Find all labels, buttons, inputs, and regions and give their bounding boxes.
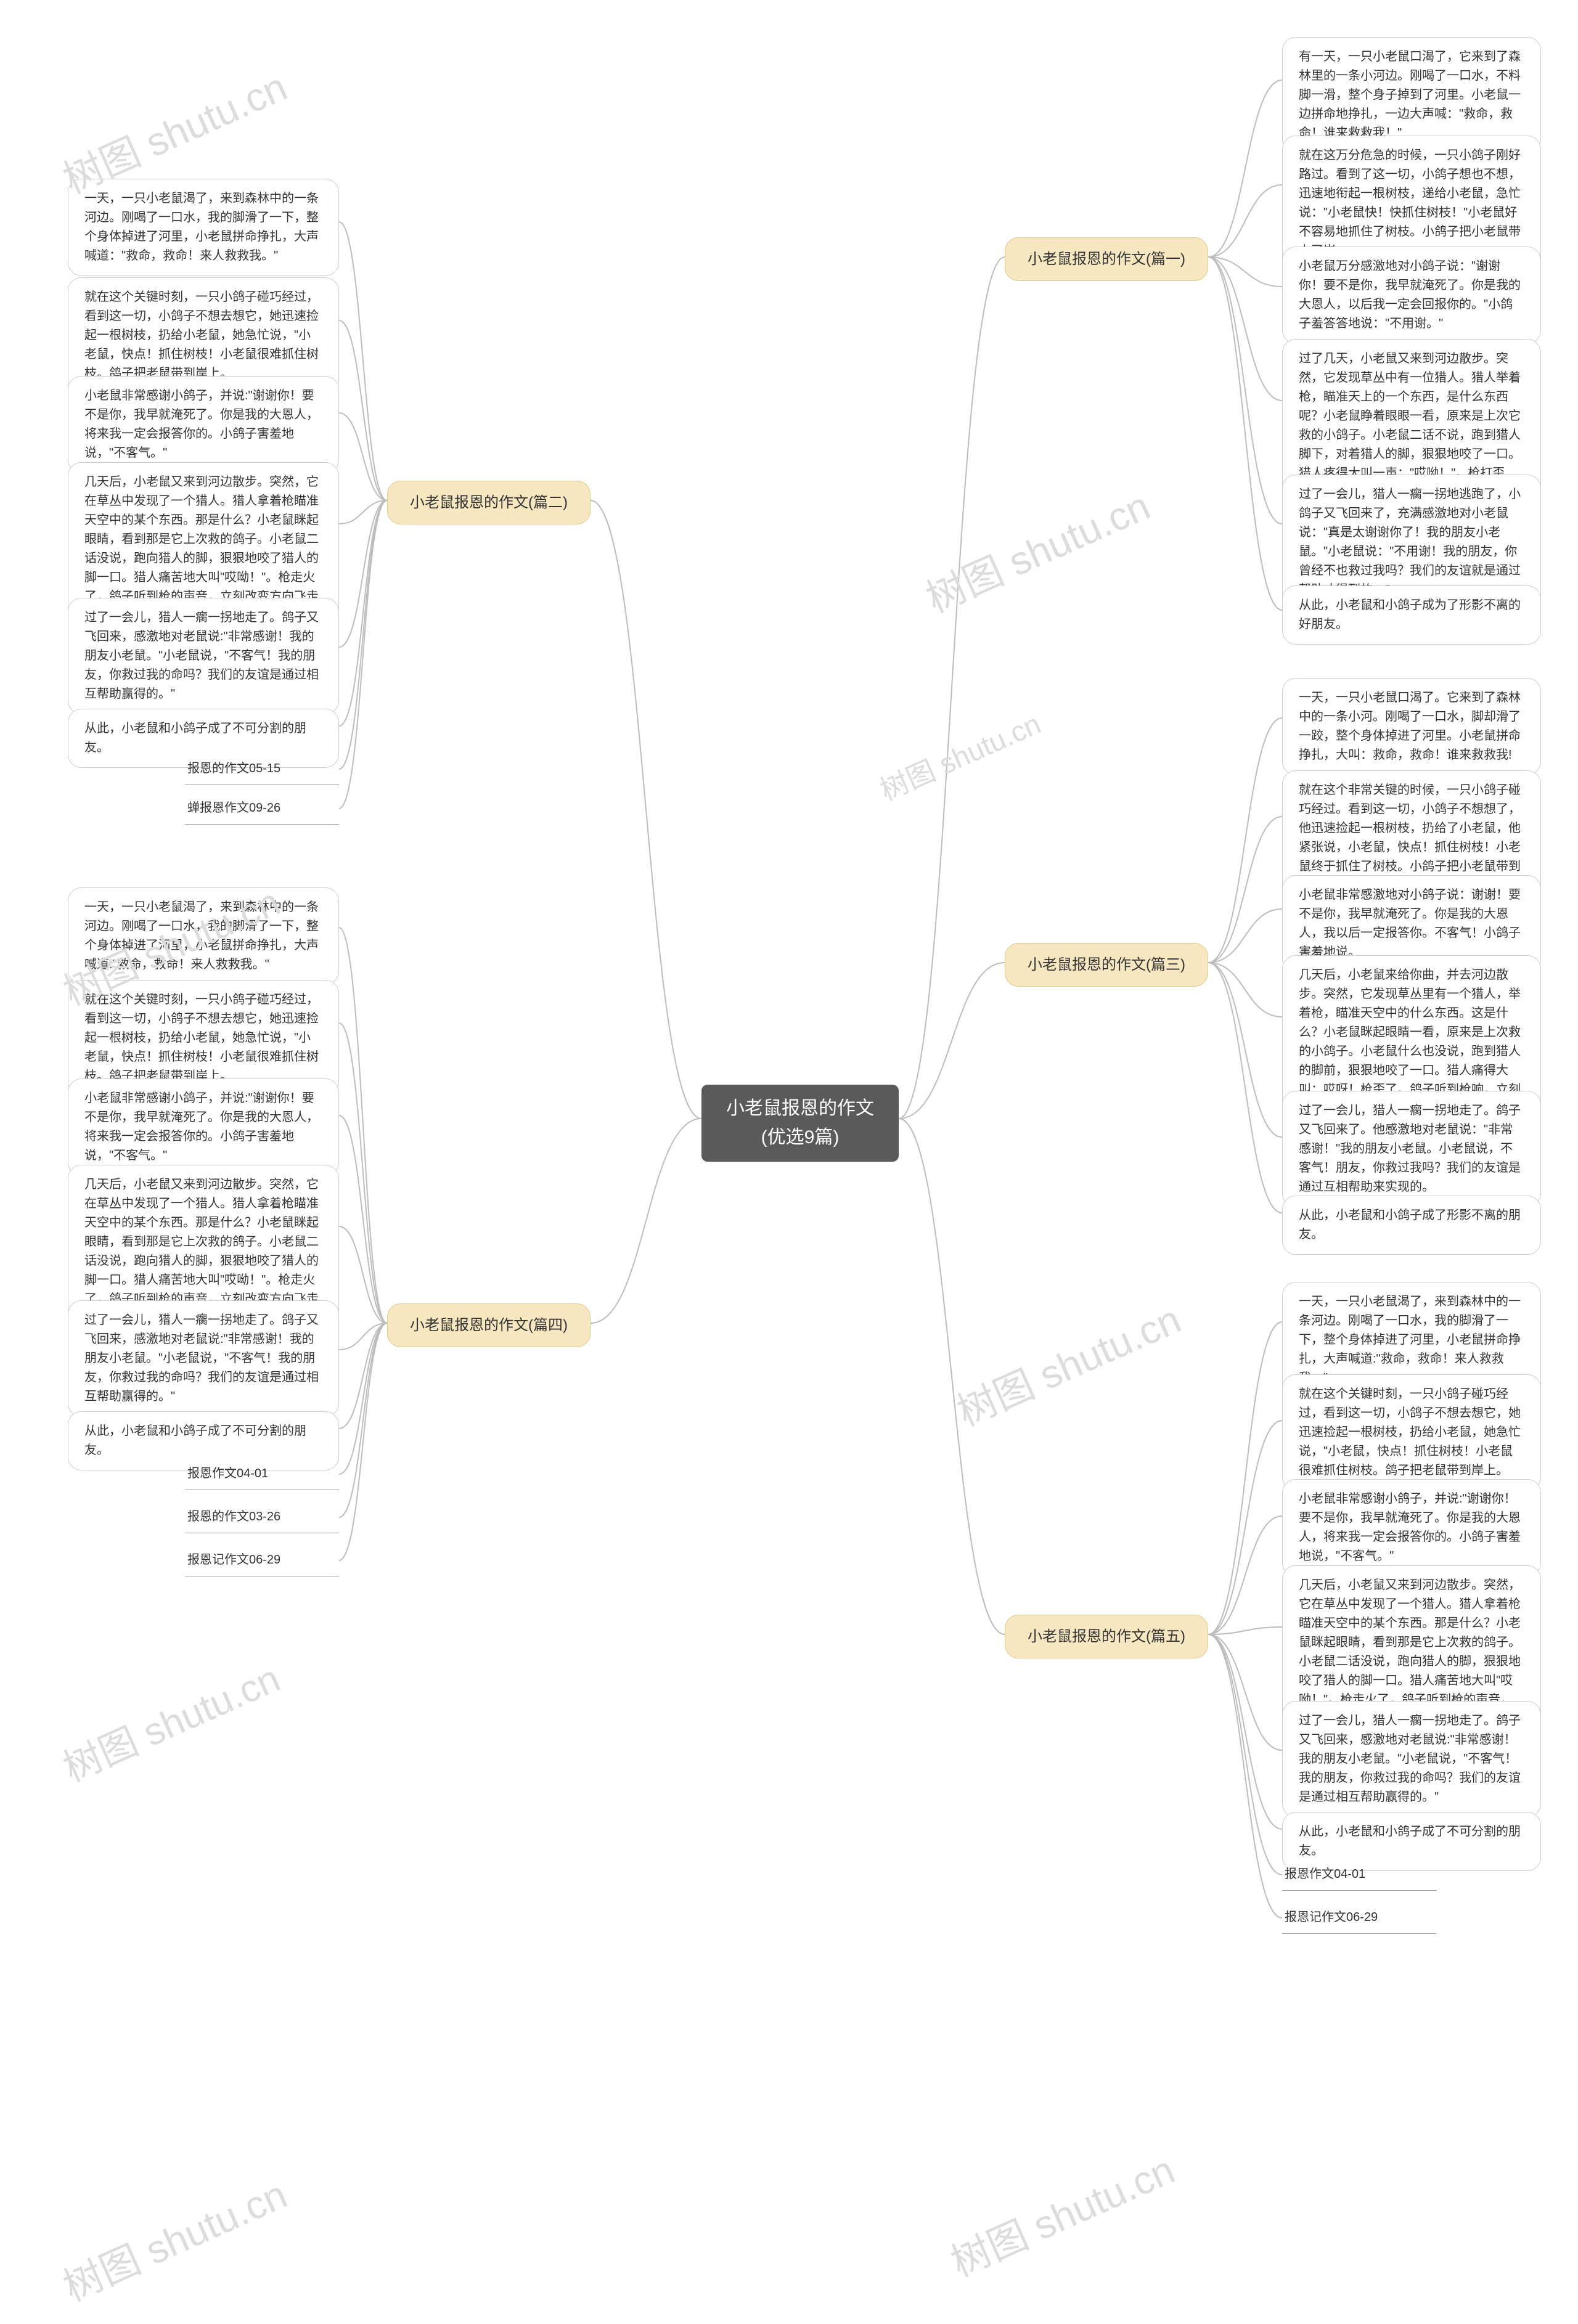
watermark: 树图 shutu.cn (876, 709, 1044, 805)
leaf-node: 一天，一只小老鼠渴了，来到森林中的一条河边。刚喝了一口水，我的脚滑了一下，整个身… (68, 179, 339, 276)
leaf-node: 报恩作文04-01 (185, 1461, 339, 1490)
leaf-node: 过了一会儿，猎人一瘸一拐地走了。鸽子又飞回来，感激地对老鼠说:"非常感谢！我的朋… (68, 598, 339, 714)
leaf-node: 蝉报恩作文09-26 (185, 795, 339, 825)
watermark: 树图 shutu.cn (58, 2174, 292, 2307)
branch-node: 小老鼠报恩的作文(篇二) (387, 481, 591, 524)
leaf-node: 从此，小老鼠和小鸽子成了形影不离的朋友。 (1282, 1196, 1541, 1255)
leaf-node: 过了一会儿，猎人一瘸一拐地走了。鸽子又飞回来，感激地对老鼠说:"非常感谢！我的朋… (68, 1300, 339, 1417)
leaf-node: 一天，一只小老鼠渴了，来到森林中的一条河边。刚喝了一口水，我的脚滑了一下，整个身… (68, 887, 339, 985)
leaf-node: 就在这个关键时刻，一只小鸽子碰巧经过，看到这一切，小鸽子不想去想它，她迅速捡起一… (1282, 1374, 1541, 1491)
leaf-node: 报恩记作文06-29 (185, 1547, 339, 1576)
leaf-node: 从此，小老鼠和小鸽子成为了形影不离的好朋友。 (1282, 585, 1541, 645)
watermark: 树图 shutu.cn (59, 1660, 285, 1788)
leaf-node: 过了一会儿，猎人一瘸一拐地走了。鸽子又飞回来了。他感激地对老鼠说："非常感谢！"… (1282, 1091, 1541, 1207)
center-node: 小老鼠报恩的作文(优选9篇) (701, 1085, 899, 1162)
watermark: 树图 shutu.cn (952, 1299, 1186, 1432)
leaf-node: 一天，一只小老鼠口渴了。它来到了森林中的一条小河。刚喝了一口水，脚却滑了一跤，整… (1282, 678, 1541, 775)
branch-node: 小老鼠报恩的作文(篇一) (1005, 237, 1208, 281)
watermark: 树图 shutu.cn (946, 2150, 1180, 2283)
leaf-node: 报恩作文04-01 (1282, 1861, 1436, 1891)
leaf-node: 小老鼠非常感谢小鸽子，并说:"谢谢你！要不是你，我早就淹死了。你是我的大恩人，将… (1282, 1479, 1541, 1576)
watermark: 树图 shutu.cn (921, 486, 1155, 619)
leaf-node: 小老鼠非常感谢小鸽子，并说:"谢谢你！要不是你，我早就淹死了。你是我的大恩人，将… (68, 376, 339, 473)
branch-node: 小老鼠报恩的作文(篇四) (387, 1303, 591, 1347)
leaf-node: 报恩的作文05-15 (185, 756, 339, 785)
leaf-node: 小老鼠非常感谢小鸽子，并说:"谢谢你！要不是你，我早就淹死了。你是我的大恩人，将… (68, 1078, 339, 1176)
branch-node: 小老鼠报恩的作文(篇五) (1005, 1615, 1208, 1658)
leaf-node: 报恩的作文03-26 (185, 1504, 339, 1533)
branch-node: 小老鼠报恩的作文(篇三) (1005, 943, 1208, 987)
leaf-node: 小老鼠万分感激地对小鸽子说："谢谢你！要不是你，我早就淹死了。你是我的大恩人，以… (1282, 247, 1541, 344)
leaf-node: 过了一会儿，猎人一瘸一拐地走了。鸽子又飞回来，感激地对老鼠说:"非常感谢！我的朋… (1282, 1701, 1541, 1817)
leaf-node: 报恩记作文06-29 (1282, 1904, 1436, 1934)
